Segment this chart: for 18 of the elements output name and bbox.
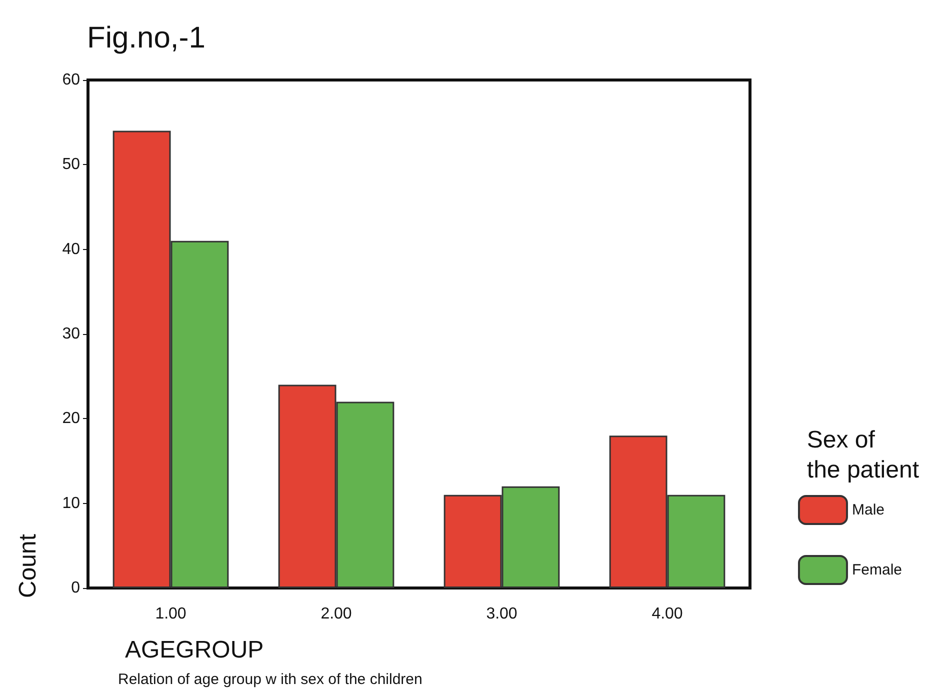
y-tick-label: 0 [71, 580, 80, 596]
y-tick-label: 20 [62, 410, 80, 428]
y-tick-label: 60 [62, 72, 80, 88]
x-tick-label: 4.00 [652, 606, 683, 622]
y-tick-label: 10 [62, 494, 80, 512]
legend-title: Sex of the patient [806, 426, 920, 484]
x-axis-title: AGEGROUP [125, 636, 264, 664]
x-tick-label: 2.00 [320, 606, 352, 622]
y-tick-label: 50 [62, 156, 80, 174]
text: Relation of age group w ith sex of the children [118, 671, 422, 688]
y-tick-label: 30 [62, 326, 80, 342]
x-tick-label: 1.00 [155, 606, 186, 622]
x-tick-label: 3.00 [486, 606, 518, 622]
legend-label: Male [852, 502, 884, 518]
legend-label: Female [852, 562, 902, 578]
chart-title: Fig.no,-1 [87, 22, 206, 54]
y-axis-title: Count [14, 534, 42, 598]
y-tick-label: 40 [62, 240, 80, 258]
